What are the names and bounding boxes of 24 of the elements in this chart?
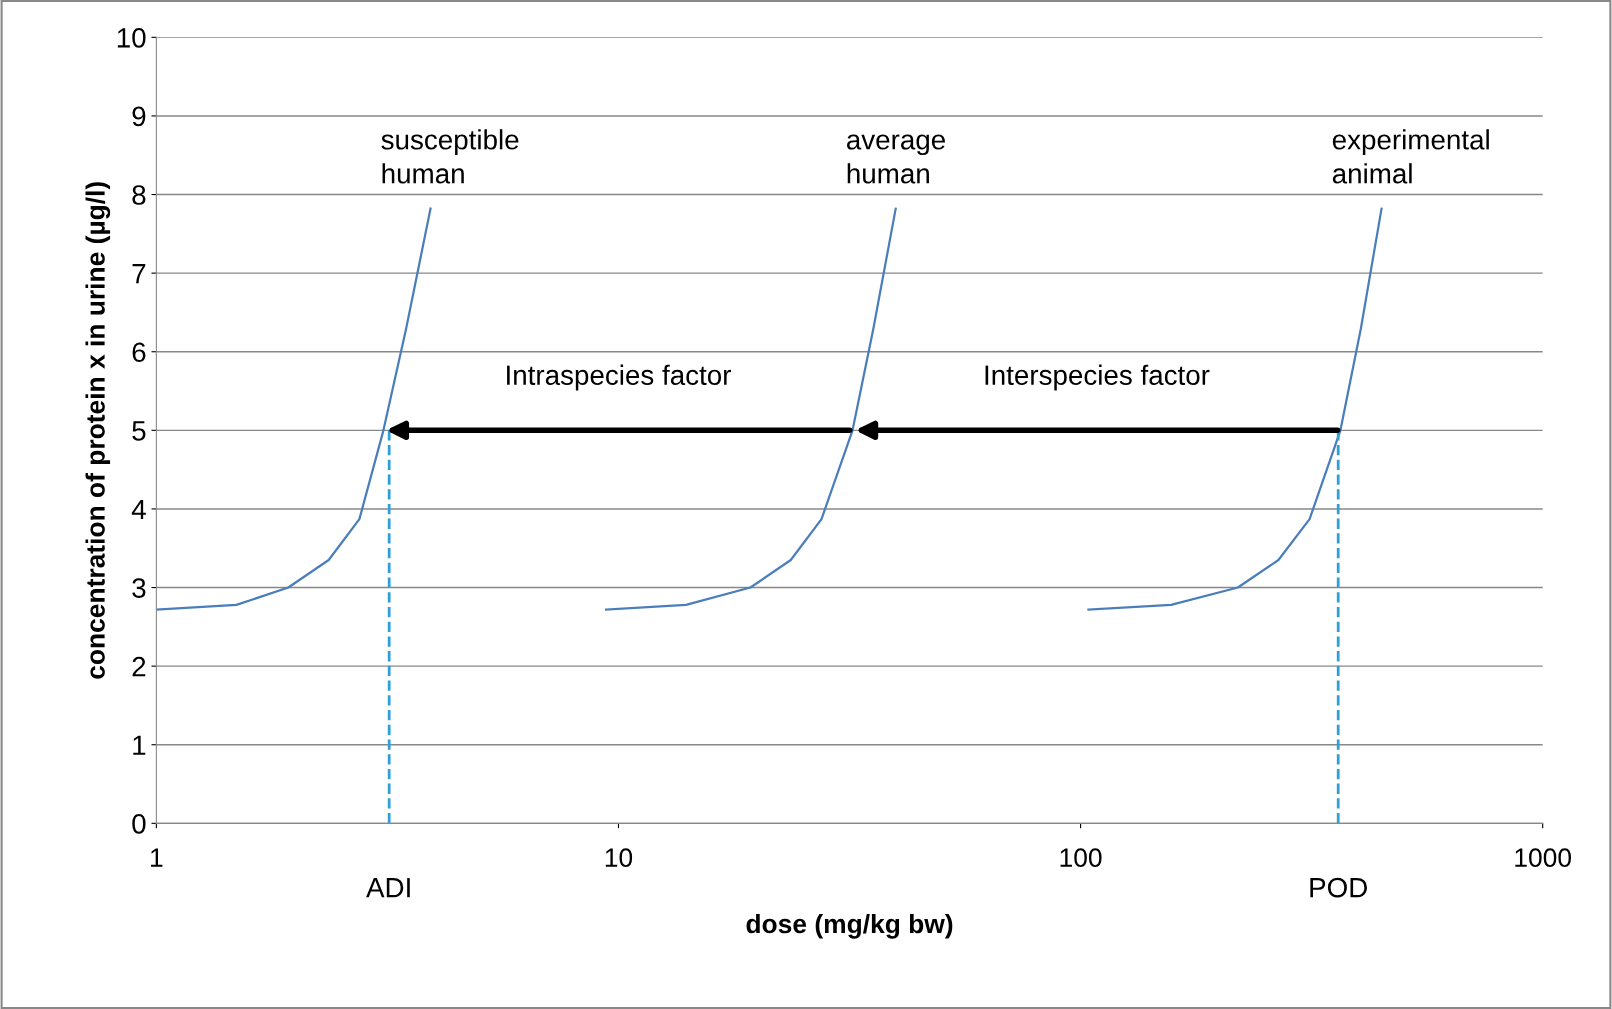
x-tick-label: 10 [605, 848, 633, 868]
ref-line-label: POD [1310, 877, 1367, 898]
series-label: experimental animal [1332, 129, 1489, 184]
y-tick-label: 9 [132, 106, 146, 127]
y-axis-title: concentration of protein x in urine (µg/l) [85, 182, 111, 679]
y-tick-label: 3 [132, 578, 146, 598]
y-tick-label: 10 [117, 28, 146, 48]
series-label: average human [847, 134, 945, 184]
y-tick-label: 7 [132, 264, 146, 284]
ref-line-label: ADI [366, 878, 410, 898]
y-tick-label: 1 [133, 735, 146, 755]
series-label: susceptible human [381, 129, 519, 184]
x-tick-label: 1 [151, 848, 163, 867]
x-axis-title: dose (mg/kg bw) [746, 913, 953, 939]
y-tick-label: 4 [131, 499, 146, 519]
y-tick-label: 6 [132, 342, 146, 363]
y-tick-label: 8 [132, 185, 146, 205]
annotation: Intraspecies factor [507, 364, 731, 391]
y-tick-label: 2 [132, 656, 146, 677]
x-tick-label: 100 [1060, 848, 1102, 868]
y-tick-label: 0 [132, 814, 146, 834]
y-tick-label: 5 [132, 421, 146, 441]
annotation: Interspecies factor [985, 364, 1210, 391]
x-tick-label: 1000 [1515, 848, 1572, 868]
